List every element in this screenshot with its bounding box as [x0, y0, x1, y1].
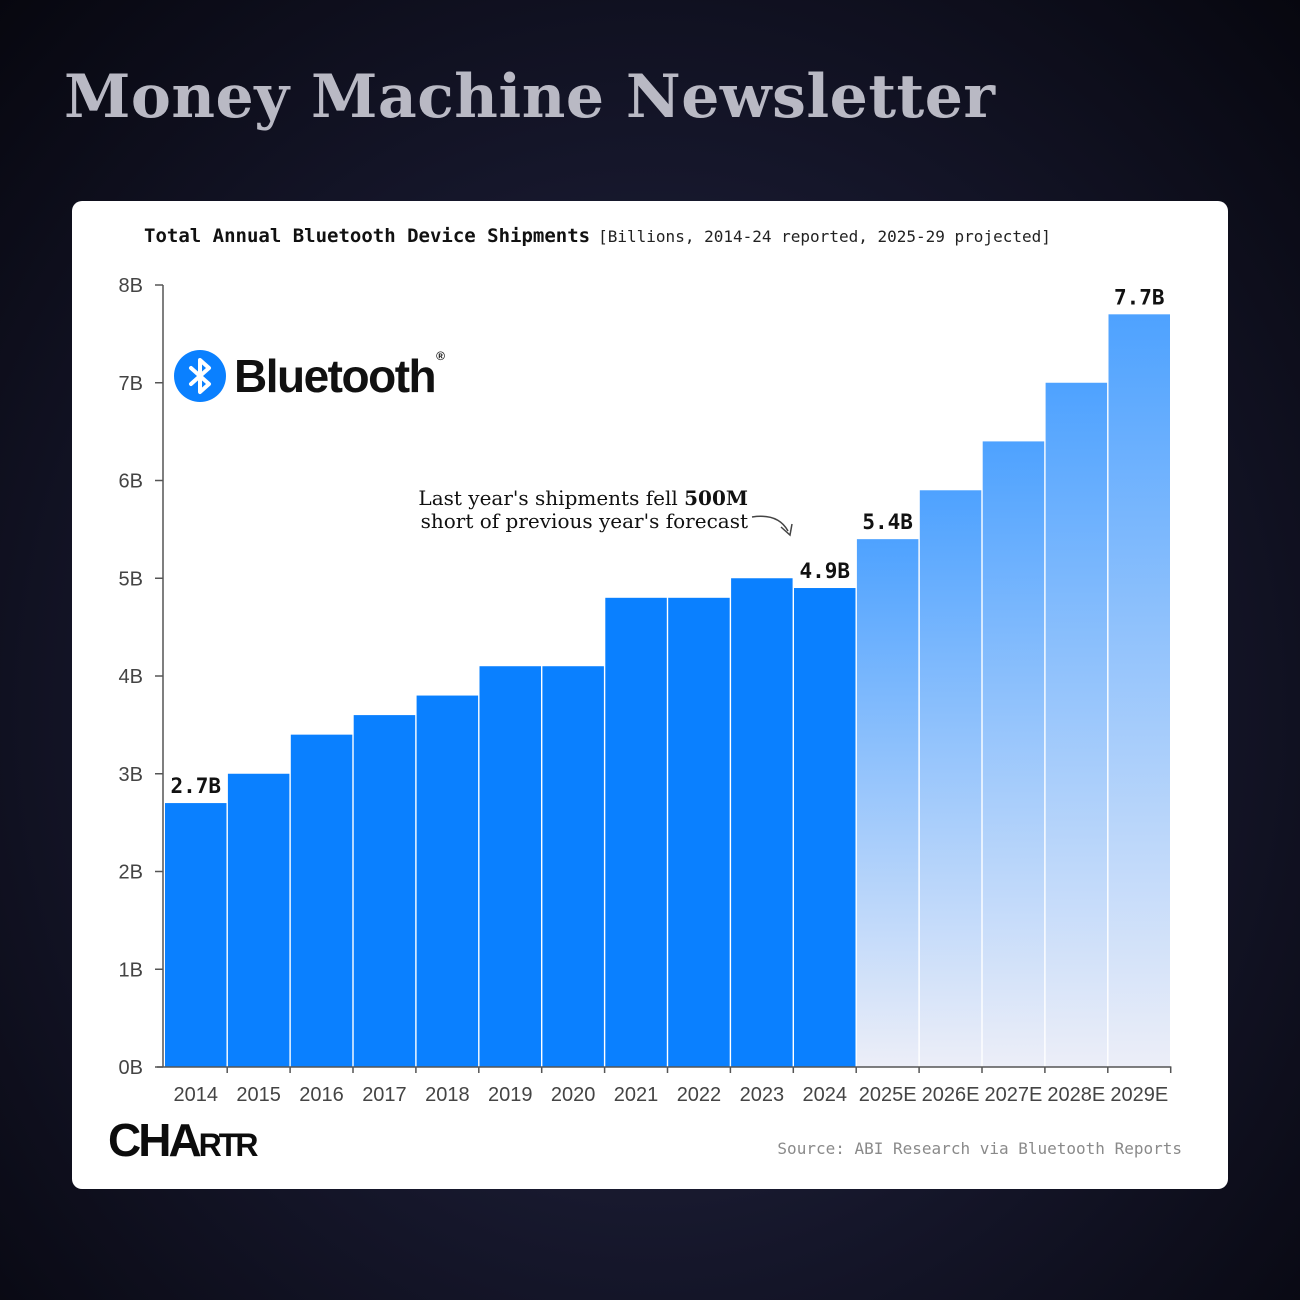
- x-tick-label: 2020: [551, 1084, 596, 1106]
- annotation-line-1: Last year's shipments fell 500M: [418, 486, 748, 510]
- x-tick-label: 2028E: [1047, 1084, 1105, 1106]
- x-tick-label: 2017: [362, 1084, 407, 1106]
- x-tick-label: 2023: [740, 1084, 785, 1106]
- y-tick-label: 2B: [119, 862, 143, 884]
- chart-title-line: Total Annual Bluetooth Device Shipments […: [144, 225, 1051, 247]
- newsletter-title: Money Machine Newsletter: [64, 62, 996, 132]
- x-tick-label: 2027E: [985, 1084, 1043, 1106]
- annotation-line-2: short of previous year's forecast: [420, 509, 748, 533]
- bar-2028E: [1045, 382, 1108, 1067]
- data-label-2025E: 5.4B: [862, 510, 913, 534]
- y-tick-label: 7B: [119, 373, 143, 395]
- bar-2018: [416, 695, 479, 1067]
- bluetooth-wordmark: Bluetooth®: [234, 349, 445, 402]
- y-tick-label: 3B: [119, 764, 143, 786]
- annotation-arrow: [751, 515, 789, 532]
- y-tick-label: 0B: [119, 1057, 143, 1079]
- bar-2026E: [919, 490, 982, 1067]
- chart-card: Total Annual Bluetooth Device Shipments […: [72, 201, 1228, 1189]
- bar-2027E: [982, 441, 1045, 1067]
- axes-group: [155, 284, 1172, 1073]
- labels-group: 2014 2.7B 2015 2016 2017 2018 2019 2020 2021 2022…: [119, 275, 1169, 1106]
- bar-2016: [290, 734, 353, 1067]
- x-tick-label: 2019: [488, 1084, 533, 1106]
- annotation-arrowhead: [780, 523, 793, 537]
- bar-2015: [227, 773, 290, 1067]
- registered-mark: ®: [436, 349, 445, 363]
- y-tick-label: 8B: [119, 275, 143, 297]
- bar-2021: [605, 597, 667, 1067]
- bluetooth-logo: Bluetooth®: [174, 349, 445, 403]
- x-tick-label: 2024: [803, 1084, 848, 1106]
- x-tick-label: 2015: [236, 1084, 281, 1106]
- bars-group: [165, 314, 1170, 1067]
- data-label-2024: 4.9B: [799, 559, 850, 583]
- bar-2022: [668, 597, 730, 1067]
- chart-subtitle: [Billions, 2014-24 reported, 2025-29 pro…: [598, 227, 1051, 246]
- data-label-2029E: 7.7B: [1114, 285, 1165, 309]
- chartr-logo: CHARTR: [108, 1114, 258, 1166]
- bar-2024: [794, 588, 856, 1067]
- bar-chart: 2014 2.7B 2015 2016 2017 2018 2019 2020 2021 2022…: [119, 275, 1172, 1106]
- x-tick-label: 2016: [299, 1084, 344, 1106]
- y-tick-label: 1B: [119, 959, 143, 981]
- x-tick-label: 2022: [677, 1084, 722, 1106]
- bluetooth-icon: [174, 350, 226, 402]
- y-tick-label: 5B: [119, 568, 143, 590]
- bar-2019: [479, 666, 541, 1067]
- source-note: Source: ABI Research via Bluetooth Repor…: [777, 1139, 1182, 1158]
- x-tick-label: 2025E: [859, 1084, 917, 1106]
- bar-2017: [353, 715, 416, 1067]
- annotation: Last year's shipments fell 500M short of…: [418, 487, 748, 533]
- bar-2020: [542, 666, 604, 1067]
- x-tick-label: 2026E: [922, 1084, 980, 1106]
- annotation-bold: 500M: [684, 486, 748, 510]
- data-label-2014: 2.7B: [170, 774, 221, 798]
- bar-2029E: [1108, 314, 1170, 1067]
- x-tick-label: 2018: [425, 1084, 470, 1106]
- x-tick-label: 2021: [614, 1084, 659, 1106]
- bar-2014: [165, 803, 227, 1067]
- bar-2025E: [856, 539, 919, 1067]
- chart-title: Total Annual Bluetooth Device Shipments: [144, 225, 591, 247]
- bar-2023: [731, 578, 793, 1067]
- x-tick-label: 2029E: [1110, 1084, 1168, 1106]
- y-tick-label: 6B: [119, 471, 143, 493]
- y-tick-label: 4B: [119, 666, 143, 688]
- x-tick-label: 2014: [174, 1084, 219, 1106]
